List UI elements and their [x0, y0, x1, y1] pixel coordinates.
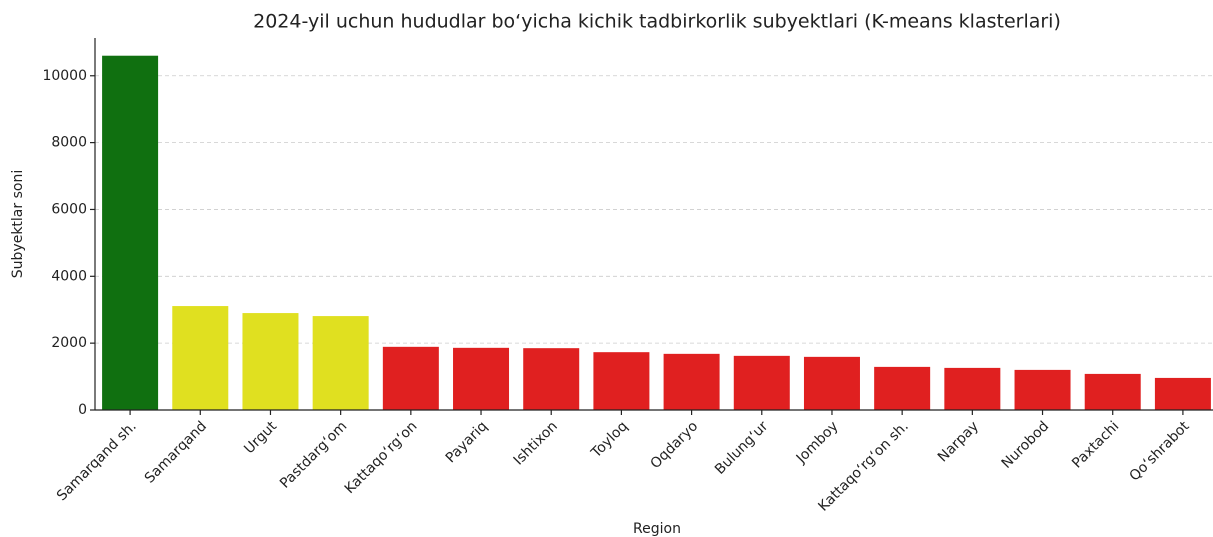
x-axis-label: Region — [633, 521, 681, 537]
x-tick-label: Qo‘shrabot — [1126, 418, 1192, 484]
bar — [172, 306, 229, 410]
bar — [1154, 377, 1211, 410]
y-axis-label: Subyektlar soni — [10, 170, 26, 278]
x-tick-label: Nurobod — [999, 418, 1053, 472]
y-tick-label: 6000 — [51, 201, 87, 217]
x-tick-label: Jomboy — [793, 418, 842, 467]
x-tick-label: Kattaqo‘rg‘on — [342, 418, 421, 497]
bar — [733, 355, 790, 410]
bar — [593, 352, 650, 410]
bar — [382, 346, 439, 410]
bar — [1084, 373, 1141, 410]
y-tick-label: 4000 — [51, 268, 87, 284]
x-tick-label: Oqdaryo — [648, 418, 702, 472]
x-tick-label: Paxtachi — [1069, 418, 1122, 471]
bar — [944, 367, 1001, 410]
x-tick-label: Bulung‘ur — [712, 418, 772, 478]
y-tick-label: 8000 — [51, 135, 87, 151]
bar — [1014, 369, 1071, 410]
bar — [453, 347, 510, 410]
x-tick-label: Samarqand sh. — [54, 418, 140, 504]
bar — [803, 356, 860, 410]
x-tick-label: Toyloq — [588, 418, 631, 461]
bar — [874, 366, 931, 410]
bar — [523, 348, 580, 410]
x-tick-label: Urgut — [241, 418, 280, 457]
x-tick-label: Samarqand — [142, 418, 210, 486]
x-tick-label: Ishtixon — [511, 418, 561, 468]
chart-title: 2024-yil uchun hududlar bo‘yicha kichik … — [253, 11, 1061, 33]
y-tick-label: 0 — [78, 402, 87, 418]
bar — [312, 316, 369, 410]
x-tick-label: Pastdarg‘om — [277, 418, 350, 491]
x-tick-label: Narpay — [935, 418, 982, 465]
bar — [242, 313, 299, 410]
bar — [663, 353, 720, 410]
bar — [102, 55, 159, 410]
x-tick-label: Payariq — [443, 418, 491, 466]
y-tick-label: 2000 — [51, 335, 87, 351]
y-tick-label: 10000 — [42, 68, 87, 84]
